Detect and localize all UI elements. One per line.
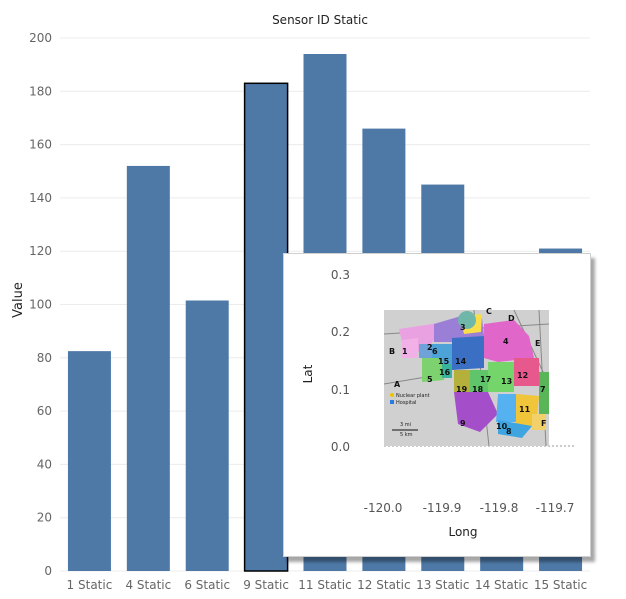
x-tick-label: 15 Static — [534, 578, 587, 592]
tooltip-x-axis-label: Long — [448, 525, 477, 539]
map-region-letter: F — [541, 419, 546, 428]
map-region-number: 10 — [496, 422, 508, 431]
nuclear-plant-icon — [390, 393, 394, 397]
tooltip-y-tick: 0.3 — [331, 268, 350, 282]
bar[interactable] — [243, 82, 289, 572]
y-tick-label: 80 — [37, 351, 52, 365]
x-tick-label: 6 Static — [184, 578, 230, 592]
map-legend-item: Nuclear plant — [396, 393, 430, 399]
x-tick-label: 13 Static — [416, 578, 469, 592]
map-region-number: 12 — [517, 371, 528, 380]
map-region-letter: D — [508, 314, 515, 323]
map-region-letter: E — [535, 339, 540, 348]
bar[interactable] — [67, 351, 111, 571]
y-axis-label: Value — [11, 282, 26, 318]
tooltip-x-tick: -119.7 — [536, 501, 575, 515]
hospital-icon — [390, 400, 394, 404]
map-region-number: 3 — [460, 323, 466, 332]
tooltip-y-tick: 0.2 — [331, 325, 350, 339]
y-tick-label: 120 — [29, 244, 52, 258]
x-tick-label: 1 Static — [67, 578, 113, 592]
tooltip-y-tick: 0.1 — [331, 383, 350, 397]
y-tick-label: 20 — [37, 511, 52, 525]
map-tooltip-plot: Lat Long 0.3 0.2 0.1 0.0 -120.0 -119.9 -… — [301, 268, 575, 539]
map-region-number: 9 — [460, 419, 466, 428]
map-region-number: 8 — [506, 427, 512, 436]
map-region-number: 16 — [439, 368, 451, 377]
y-tick-label: 200 — [29, 31, 52, 45]
map-region-number: 4 — [503, 337, 509, 346]
map-region-number: 1 — [402, 347, 408, 356]
map-region-number: 14 — [455, 357, 467, 366]
map-region-number: 5 — [427, 375, 433, 384]
map-region-number: 15 — [438, 357, 450, 366]
y-tick-label: 140 — [29, 191, 52, 205]
y-tick-label: 160 — [29, 138, 52, 152]
city-map-image: B A C D E F 1 2 3 4 5 6 7 8 9 10 11 12 1… — [383, 307, 550, 447]
y-tick-label: 100 — [29, 298, 52, 312]
tooltip-x-tick: -119.9 — [423, 501, 462, 515]
map-legend-item: Hospital — [396, 400, 416, 406]
map-region-number: 18 — [472, 385, 484, 394]
tooltip-y-tick: 0.0 — [331, 440, 350, 454]
map-region-letter: B — [389, 347, 395, 356]
map-scale-label: 3 mi — [400, 422, 411, 428]
chart-title: Sensor ID Static — [272, 13, 368, 27]
map-region-number: 11 — [519, 405, 531, 414]
tooltip-y-axis-label: Lat — [301, 364, 315, 383]
y-tick-label: 60 — [37, 404, 52, 418]
map-region-number: 17 — [480, 375, 491, 384]
map-region-letter: C — [486, 307, 492, 316]
tooltip-x-tick: -119.8 — [480, 501, 519, 515]
x-tick-label: 12 Static — [357, 578, 410, 592]
y-axis-ticks: 0 20 40 60 80 100 120 140 160 180 200 — [29, 31, 52, 578]
x-tick-label: 9 Static — [243, 578, 289, 592]
map-scale-label: 5 km — [400, 432, 413, 438]
map-region-letter: A — [394, 380, 401, 389]
x-tick-label: 14 Static — [475, 578, 528, 592]
tooltip-x-tick: -120.0 — [364, 501, 403, 515]
map-tooltip: Lat Long 0.3 0.2 0.1 0.0 -120.0 -119.9 -… — [283, 253, 591, 557]
x-tick-label: 4 Static — [125, 578, 171, 592]
bar[interactable] — [185, 300, 229, 571]
y-tick-label: 0 — [44, 564, 52, 578]
x-tick-label: 11 Static — [298, 578, 351, 592]
map-region-number: 2 — [427, 343, 433, 352]
x-axis-ticks: 1 Static 4 Static 6 Static 9 Static 11 Stati… — [67, 578, 588, 592]
map-region-number: 7 — [540, 385, 546, 394]
map-region-number: 19 — [456, 385, 468, 394]
map-region-number: 13 — [501, 377, 512, 386]
map-region-number: 6 — [432, 347, 438, 356]
y-tick-label: 40 — [37, 457, 52, 471]
y-tick-label: 180 — [29, 84, 52, 98]
bar[interactable] — [126, 165, 170, 572]
